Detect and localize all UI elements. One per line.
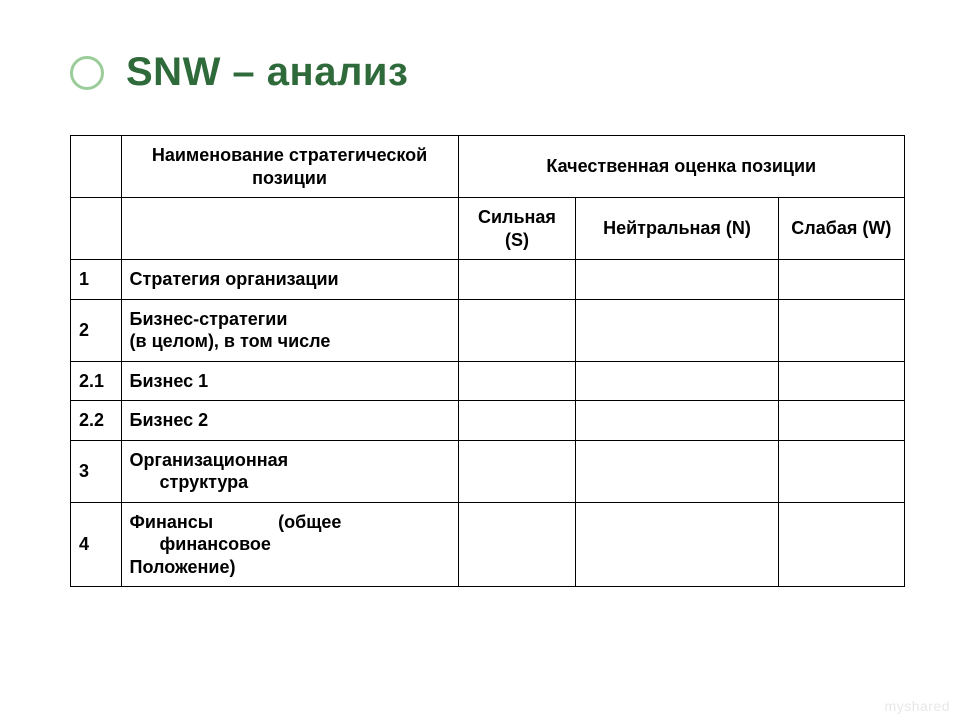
cell-w [778, 260, 904, 300]
header-quality: Качественная оценка позиции [458, 136, 905, 198]
table-row: 2.2 Бизнес 2 [71, 401, 905, 441]
cell-s [458, 260, 576, 300]
cell-w [778, 361, 904, 401]
table-row: 4 Финансы (общее финансовое Положение) [71, 502, 905, 587]
cell-n [576, 440, 778, 502]
table-header-row-2: Сильная (S) Нейтральная (N) Слабая (W) [71, 198, 905, 260]
cell-s [458, 502, 576, 587]
page-title: SNW – анализ [126, 50, 408, 95]
cell-w [778, 401, 904, 441]
snw-table: Наименование стратегической позиции Каче… [70, 135, 905, 587]
row-num: 4 [71, 502, 122, 587]
header-blank-1 [71, 136, 122, 198]
header-n: Нейтральная (N) [576, 198, 778, 260]
table-row: 2.1 Бизнес 1 [71, 361, 905, 401]
row-num: 2.1 [71, 361, 122, 401]
cell-w [778, 502, 904, 587]
row-name: Бизнес-стратегии (в целом), в том числе [121, 299, 458, 361]
cell-w [778, 299, 904, 361]
cell-n [576, 299, 778, 361]
cell-s [458, 440, 576, 502]
header-blank-2 [71, 198, 122, 260]
cell-w [778, 440, 904, 502]
header-s: Сильная (S) [458, 198, 576, 260]
cell-s [458, 361, 576, 401]
table-row: 1 Стратегия организации [71, 260, 905, 300]
row-name: Стратегия организации [121, 260, 458, 300]
header-name: Наименование стратегической позиции [121, 136, 458, 198]
row-name: Бизнес 2 [121, 401, 458, 441]
table-header-row-1: Наименование стратегической позиции Каче… [71, 136, 905, 198]
table-row: 3 Организационная структура [71, 440, 905, 502]
table-row: 2 Бизнес-стратегии (в целом), в том числ… [71, 299, 905, 361]
row-name: Финансы (общее финансовое Положение) [121, 502, 458, 587]
row-num: 1 [71, 260, 122, 300]
row-num: 2 [71, 299, 122, 361]
row-num: 3 [71, 440, 122, 502]
cell-n [576, 502, 778, 587]
row-num: 2.2 [71, 401, 122, 441]
watermark: myshared [885, 698, 950, 714]
row-name: Бизнес 1 [121, 361, 458, 401]
title-row: SNW – анализ [70, 50, 905, 95]
cell-n [576, 260, 778, 300]
header-w: Слабая (W) [778, 198, 904, 260]
cell-s [458, 401, 576, 441]
cell-n [576, 401, 778, 441]
cell-s [458, 299, 576, 361]
row-name: Организационная структура [121, 440, 458, 502]
slide: SNW – анализ Наименование стратегической… [0, 0, 960, 720]
bullet-icon [70, 56, 104, 90]
header-blank-3 [121, 198, 458, 260]
cell-n [576, 361, 778, 401]
